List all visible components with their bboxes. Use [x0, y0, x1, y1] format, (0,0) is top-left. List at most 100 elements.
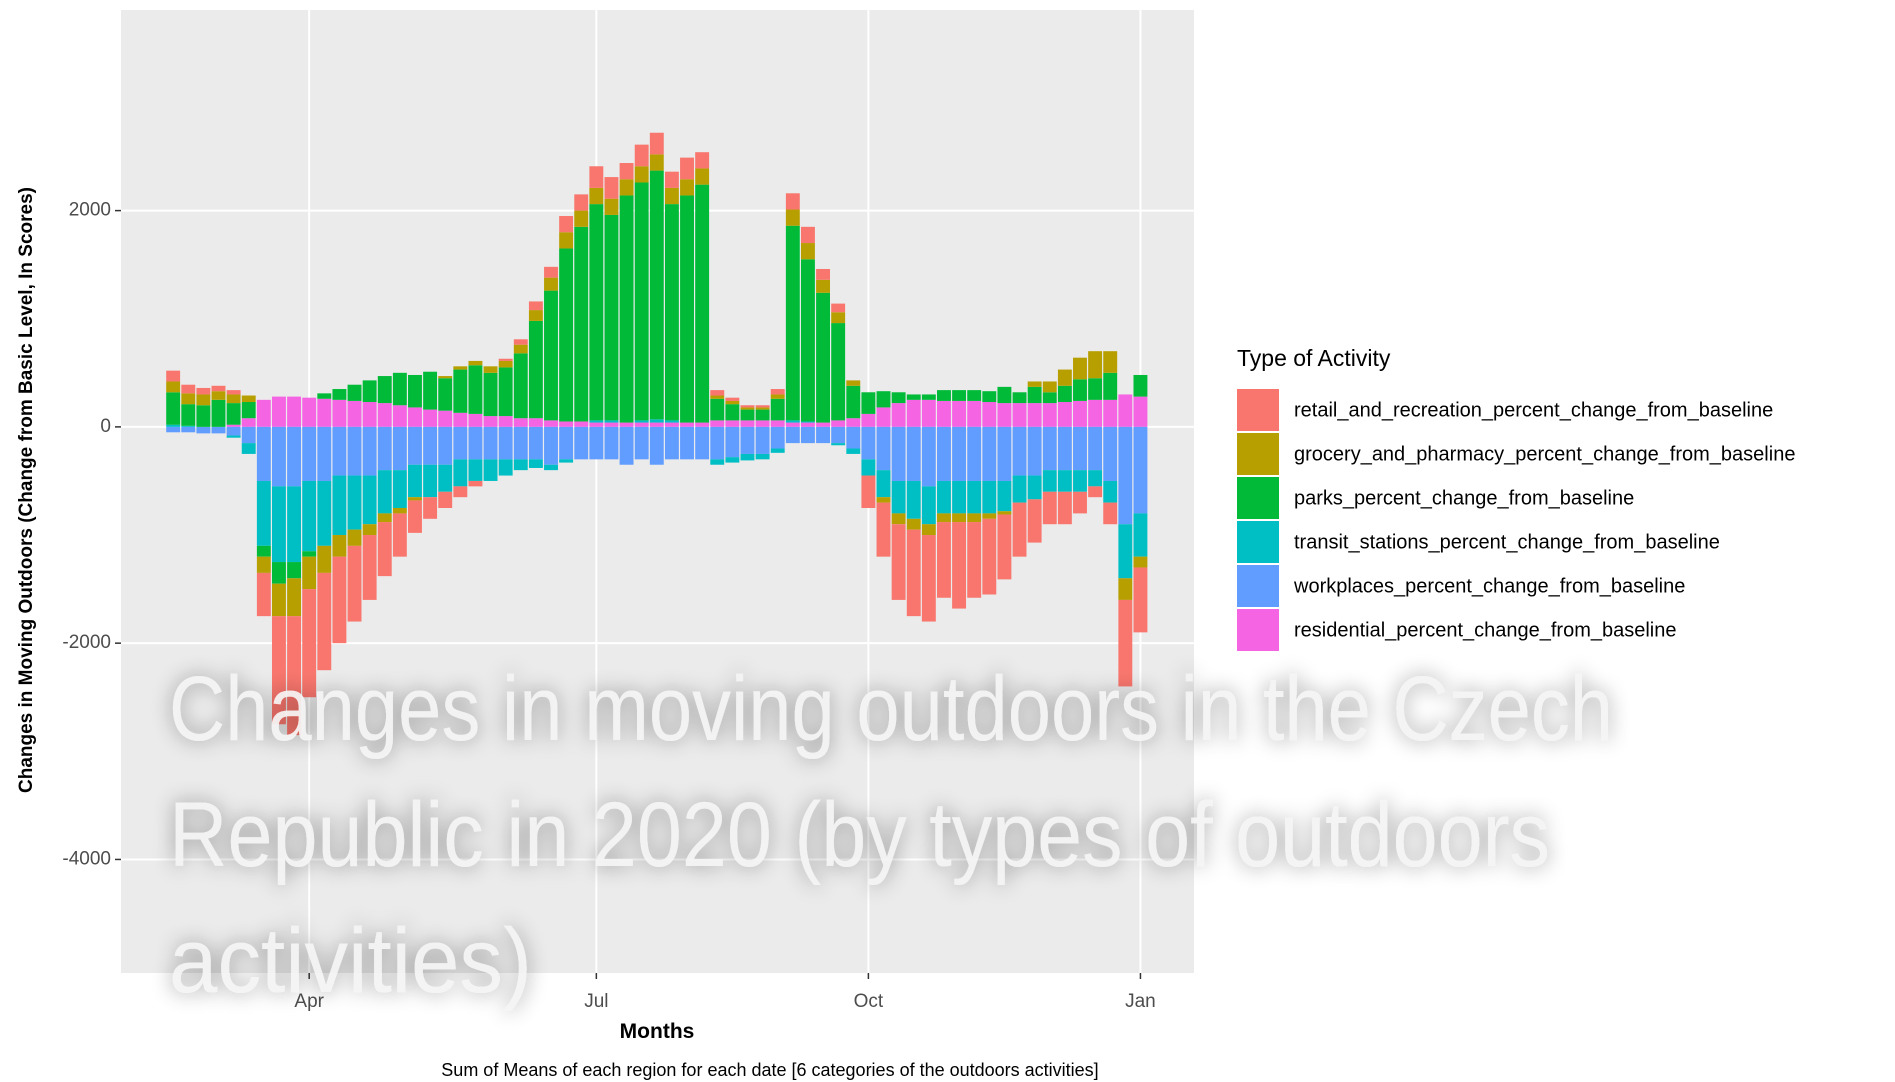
- bar-segment: [997, 386, 1012, 404]
- bar-segment: [967, 522, 982, 598]
- legend-label: transit_stations_percent_change_from_bas…: [1294, 531, 1720, 553]
- bar-segment: [1088, 378, 1103, 400]
- bar-segment: [1118, 426, 1133, 525]
- bar-segment: [680, 195, 694, 423]
- bar-segment: [1133, 513, 1148, 557]
- bar-segment: [1073, 400, 1087, 427]
- bar-segment: [302, 426, 317, 481]
- bar-segment: [846, 418, 861, 427]
- bar-segment: [967, 426, 982, 481]
- bar-segment: [332, 389, 347, 400]
- bar-segment: [1133, 374, 1148, 397]
- bar-segment: [574, 226, 589, 422]
- bar-segment: [559, 459, 574, 463]
- bar-segment: [287, 616, 302, 736]
- bar-segment: [967, 400, 982, 427]
- bar-segment: [1103, 502, 1118, 525]
- bar-segment: [423, 497, 438, 519]
- bar-segment: [634, 420, 649, 423]
- bar-segment: [876, 470, 891, 498]
- bar-segment: [589, 166, 604, 188]
- overlay-title-line: Changes in moving outdoors in the Czech: [169, 658, 1613, 760]
- bar-segment: [317, 426, 332, 481]
- bar-segment: [317, 393, 332, 399]
- bar-segment: [302, 551, 317, 557]
- bar-segment: [272, 583, 286, 617]
- bar-segment: [952, 426, 967, 481]
- bar-segment: [408, 374, 422, 408]
- bar-segment: [392, 372, 407, 406]
- legend-label: residential_percent_change_from_baseline: [1294, 619, 1676, 641]
- bar-segment: [816, 422, 831, 427]
- bar-segment: [1012, 502, 1027, 557]
- bar-segment: [468, 365, 483, 414]
- bar-segment: [1042, 403, 1057, 427]
- bar-segment: [770, 426, 785, 449]
- bar-segment: [1118, 578, 1133, 600]
- bar-segment: [377, 403, 392, 427]
- bar-segment: [1042, 491, 1057, 525]
- bar-segment: [559, 426, 574, 460]
- bar-segment: [634, 426, 649, 460]
- bar-segment: [589, 426, 604, 460]
- bar-segment: [528, 418, 543, 427]
- legend-key: [1237, 477, 1279, 519]
- bar-segment: [740, 407, 755, 410]
- bar-segment: [906, 394, 921, 400]
- bar-segment: [498, 358, 513, 361]
- bar-segment: [695, 168, 710, 185]
- bar-segment: [544, 277, 558, 291]
- bar-segment: [816, 292, 831, 423]
- bar-segment: [710, 420, 725, 427]
- bar-segment: [287, 578, 302, 617]
- bar-segment: [317, 398, 332, 427]
- bar-segment: [982, 391, 997, 403]
- legend: retail_and_recreation_percent_change_fro…: [1237, 389, 1795, 651]
- bar-segment: [483, 459, 498, 481]
- bar-segment: [332, 475, 347, 536]
- bar-segment: [952, 390, 967, 401]
- bar-segment: [241, 395, 256, 403]
- bar-segment: [861, 413, 876, 427]
- bar-segment: [589, 204, 604, 421]
- bar-segment: [695, 426, 710, 460]
- bar-segment: [226, 403, 241, 425]
- bar-segment: [604, 198, 619, 215]
- bar-segment: [921, 524, 936, 536]
- legend-label: workplaces_percent_change_from_baseline: [1293, 575, 1685, 597]
- bar-segment: [453, 486, 468, 498]
- bar-segment: [664, 204, 679, 421]
- bar-segment: [256, 480, 271, 546]
- bar-segment: [392, 507, 407, 514]
- bar-segment: [332, 556, 347, 644]
- bar-segment: [362, 535, 377, 600]
- bar-segment: [181, 393, 196, 405]
- bar-segment: [816, 279, 831, 293]
- x-tick-label: Apr: [294, 991, 324, 1012]
- bar-segment: [272, 616, 286, 725]
- bar-segment: [831, 426, 846, 444]
- bar-segment: [891, 513, 906, 525]
- bar-segment: [256, 426, 271, 481]
- bar-segment: [392, 405, 407, 427]
- bar-segment: [710, 426, 725, 460]
- bar-segment: [800, 243, 815, 260]
- bar-segment: [574, 426, 589, 460]
- bar-segment: [196, 426, 211, 434]
- bar-segment: [544, 290, 558, 421]
- bar-segment: [785, 420, 800, 423]
- bar-segment: [861, 459, 876, 476]
- bar-segment: [589, 420, 604, 423]
- bar-segment: [423, 426, 438, 465]
- bar-segment: [770, 448, 785, 453]
- bar-segment: [1103, 480, 1118, 503]
- bar-segment: [831, 323, 846, 421]
- bar-segment: [1057, 385, 1072, 403]
- bar-segment: [1118, 524, 1133, 579]
- bar-segment: [710, 459, 725, 465]
- bar-segment: [332, 535, 347, 557]
- bar-segment: [559, 232, 574, 249]
- bar-segment: [937, 426, 951, 481]
- bar-segment: [332, 426, 347, 476]
- bar-segment: [211, 426, 226, 434]
